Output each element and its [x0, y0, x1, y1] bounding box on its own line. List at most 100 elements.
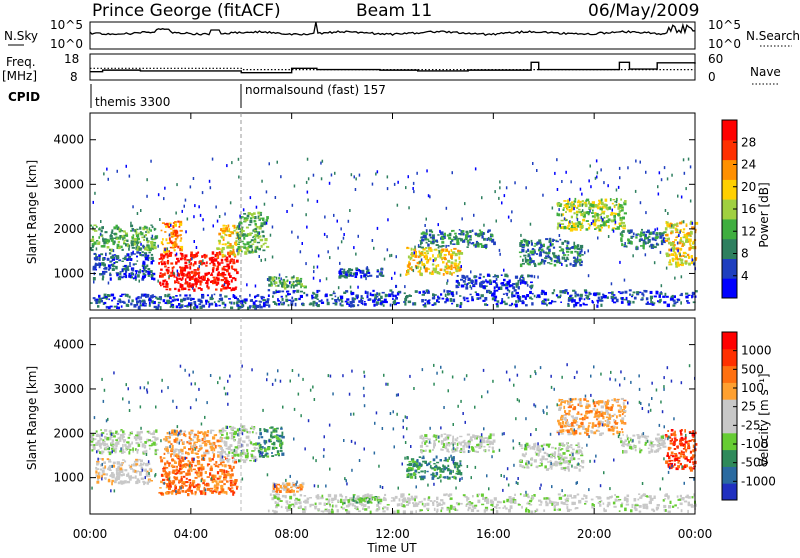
- data-cell: [467, 246, 469, 248]
- data-cell: [426, 445, 429, 447]
- data-cell: [108, 282, 110, 285]
- data-cell: [420, 445, 423, 448]
- data-cell: [189, 294, 191, 296]
- data-cell: [216, 268, 218, 271]
- data-cell: [618, 186, 620, 189]
- data-cell: [185, 199, 187, 202]
- data-cell: [581, 254, 584, 256]
- data-cell: [111, 239, 114, 242]
- data-cell: [117, 255, 119, 258]
- data-cell: [284, 486, 287, 489]
- data-cell: [156, 437, 159, 440]
- data-cell: [118, 299, 121, 301]
- data-cell: [235, 446, 238, 448]
- data-cell: [553, 289, 555, 292]
- data-cell: [640, 201, 642, 204]
- data-cell: [168, 275, 170, 278]
- data-cell: [196, 473, 198, 475]
- data-cell: [448, 237, 451, 240]
- data-cell: [250, 217, 252, 219]
- data-cell: [685, 296, 688, 299]
- data-cell: [632, 254, 634, 257]
- data-cell: [581, 447, 583, 449]
- data-cell: [172, 306, 174, 309]
- data-cell: [408, 206, 410, 209]
- data-cell: [623, 225, 626, 228]
- data-cell: [210, 488, 213, 490]
- data-cell: [419, 261, 421, 264]
- data-cell: [181, 267, 184, 271]
- data-cell: [143, 462, 145, 464]
- data-cell: [209, 303, 211, 306]
- data-cell: [510, 219, 512, 222]
- data-cell: [231, 487, 233, 488]
- data-cell: [457, 437, 459, 440]
- data-cell: [552, 207, 554, 210]
- data-cell: [264, 443, 266, 445]
- data-cell: [232, 249, 234, 252]
- data-cell: [549, 302, 552, 304]
- data-cell: [624, 291, 627, 294]
- data-cell: [596, 176, 598, 179]
- data-cell: [365, 277, 367, 280]
- data-cell: [600, 304, 602, 307]
- data-cell: [99, 273, 101, 275]
- data-cell: [362, 271, 365, 274]
- data-cell: [457, 275, 459, 277]
- data-cell: [286, 491, 289, 493]
- data-cell: [109, 437, 111, 440]
- data-cell: [94, 192, 96, 195]
- data-cell: [619, 261, 621, 264]
- data-cell: [688, 256, 690, 259]
- data-cell: [143, 273, 145, 275]
- data-cell: [511, 294, 513, 298]
- data-cell: [666, 267, 668, 270]
- data-cell: [110, 234, 112, 236]
- data-cell: [558, 208, 560, 211]
- data-cell: [264, 203, 266, 206]
- data-cell: [557, 226, 559, 229]
- data-cell: [425, 257, 427, 260]
- data-cell: [659, 232, 662, 235]
- data-cell: [171, 448, 173, 451]
- data-cell: [579, 298, 581, 302]
- data-cell: [472, 284, 475, 286]
- data-cell: [464, 202, 466, 205]
- data-cell: [140, 209, 142, 212]
- data-cell: [540, 458, 543, 461]
- data-cell: [231, 279, 233, 282]
- data-cell: [272, 277, 275, 280]
- data-cell: [233, 458, 235, 460]
- data-cell: [164, 279, 166, 281]
- data-cell: [313, 266, 315, 269]
- data-cell: [255, 295, 257, 297]
- data-cell: [463, 448, 465, 450]
- cpid-label: CPID: [8, 90, 40, 104]
- data-cell: [178, 470, 181, 473]
- data-cell: [259, 235, 262, 237]
- data-cell: [424, 470, 426, 474]
- data-cell: [218, 493, 221, 495]
- data-cell: [291, 284, 293, 286]
- data-cell: [197, 456, 199, 459]
- data-cell: [177, 299, 179, 302]
- data-cell: [221, 472, 223, 475]
- data-cell: [111, 294, 114, 297]
- data-cell: [447, 265, 449, 267]
- data-cell: [300, 488, 303, 490]
- data-cell: [109, 452, 112, 455]
- data-cell: [270, 234, 272, 237]
- data-cell: [659, 294, 662, 298]
- data-cell: [452, 451, 454, 453]
- data-cell: [93, 446, 96, 448]
- data-cell: [189, 264, 192, 266]
- data-cell: [106, 306, 108, 309]
- data-cell: [185, 230, 187, 233]
- data-cell: [540, 247, 543, 249]
- data-cell: [418, 271, 420, 273]
- data-cell: [95, 263, 97, 265]
- data-cell: [203, 262, 206, 264]
- data-cell: [588, 179, 590, 182]
- data-cell: [261, 180, 263, 183]
- data-cell: [433, 303, 435, 305]
